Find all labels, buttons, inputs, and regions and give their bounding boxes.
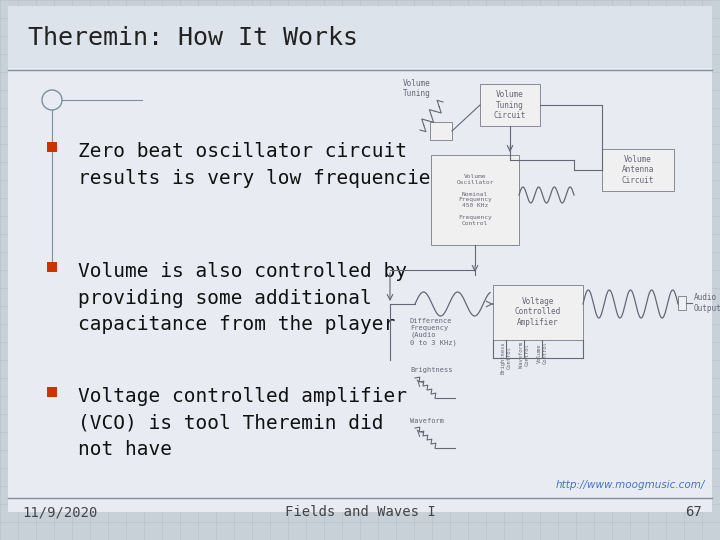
FancyBboxPatch shape bbox=[602, 149, 674, 191]
FancyBboxPatch shape bbox=[430, 122, 452, 140]
Text: Volume
Control: Volume Control bbox=[536, 341, 547, 365]
Text: Voltage controlled amplifier
(VCO) is tool Theremin did
not have: Voltage controlled amplifier (VCO) is to… bbox=[78, 387, 407, 459]
Text: Volume
Oscillator

Nominal
Frequency
450 KHz

Frequency
Control: Volume Oscillator Nominal Frequency 450 … bbox=[456, 174, 494, 226]
FancyBboxPatch shape bbox=[47, 387, 57, 397]
Text: Theremin: How It Works: Theremin: How It Works bbox=[28, 26, 358, 50]
Text: Fields and Waves I: Fields and Waves I bbox=[284, 505, 436, 519]
Text: 11/9/2020: 11/9/2020 bbox=[22, 505, 97, 519]
Text: Waveform
Control: Waveform Control bbox=[518, 341, 529, 368]
Text: Zero beat oscillator circuit
results is very low frequencies: Zero beat oscillator circuit results is … bbox=[78, 142, 442, 187]
FancyBboxPatch shape bbox=[678, 296, 686, 310]
Text: http://www.moogmusic.com/: http://www.moogmusic.com/ bbox=[556, 480, 705, 490]
Text: Volume
Tuning: Volume Tuning bbox=[403, 79, 431, 98]
Text: Volume
Antenna
Circuit: Volume Antenna Circuit bbox=[622, 155, 654, 185]
FancyBboxPatch shape bbox=[431, 155, 519, 245]
Text: Difference
Frequency
(Audio
0 to 3 KHz): Difference Frequency (Audio 0 to 3 KHz) bbox=[410, 318, 456, 346]
FancyBboxPatch shape bbox=[47, 142, 57, 152]
Text: Volume
Tuning
Circuit: Volume Tuning Circuit bbox=[494, 90, 526, 120]
Text: Volume is also controlled by
providing some additional
capacitance from the play: Volume is also controlled by providing s… bbox=[78, 262, 407, 334]
Text: Audio
Output: Audio Output bbox=[694, 293, 720, 313]
Text: Brightness: Brightness bbox=[410, 367, 452, 373]
FancyBboxPatch shape bbox=[47, 262, 57, 272]
FancyBboxPatch shape bbox=[8, 6, 712, 68]
FancyBboxPatch shape bbox=[8, 8, 712, 512]
Text: Brightness
Control: Brightness Control bbox=[500, 341, 511, 374]
Text: 67: 67 bbox=[685, 505, 702, 519]
FancyBboxPatch shape bbox=[480, 84, 540, 126]
Text: Voltage
Controlled
Amplifier: Voltage Controlled Amplifier bbox=[515, 297, 561, 327]
FancyBboxPatch shape bbox=[493, 285, 583, 340]
Text: Waveform: Waveform bbox=[410, 418, 444, 424]
